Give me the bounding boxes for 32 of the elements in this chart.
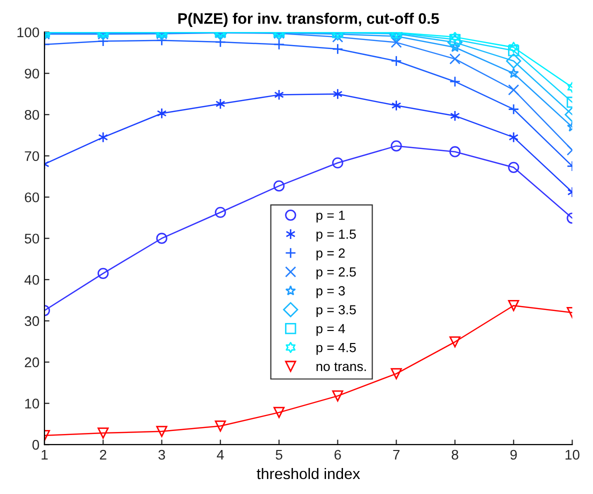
legend-label: p = 1.5	[316, 230, 356, 242]
y-tick-label: 40	[24, 274, 40, 285]
legend-label: p = 3	[316, 286, 345, 298]
y-tick-label: 10	[25, 398, 40, 409]
legend-label: p = 2.5	[316, 267, 356, 280]
y-tick-label: 0	[32, 440, 40, 450]
y-tick-label: 80	[24, 110, 40, 120]
x-tick-label: 9	[510, 450, 517, 460]
y-tick-label: 70	[24, 151, 40, 162]
x-tick-label: 10	[566, 450, 580, 460]
legend-label: p = 3.5	[316, 305, 356, 318]
y-tick-label: 50	[24, 234, 40, 244]
x-tick-label: 6	[334, 450, 341, 460]
legend-label: no trans.	[316, 362, 366, 372]
x-axis-title: threshold index	[256, 468, 360, 480]
legend-label: p = 1	[316, 210, 345, 223]
y-tick-label: 90	[24, 68, 40, 79]
legend-label: p = 4	[316, 324, 346, 336]
x-tick-label: 5	[276, 450, 282, 460]
y-tick-label: 100	[18, 27, 40, 38]
x-tick-label: 8	[452, 450, 458, 460]
x-tick-label: 4	[216, 450, 224, 460]
y-tick-label: 30	[24, 316, 40, 326]
legend-label: p = 4.5	[316, 343, 356, 355]
x-tick-label: 1	[42, 450, 48, 460]
y-tick-label: 60	[24, 192, 40, 202]
x-tick-label: 7	[393, 450, 400, 460]
chart-title: P(NZE) for inv. transform, cut-off 0.5	[178, 12, 439, 27]
x-tick-label: 2	[100, 450, 106, 460]
legend-label: p = 2	[316, 248, 345, 260]
x-tick-label: 3	[158, 450, 166, 460]
y-tick-label: 20	[24, 357, 40, 368]
